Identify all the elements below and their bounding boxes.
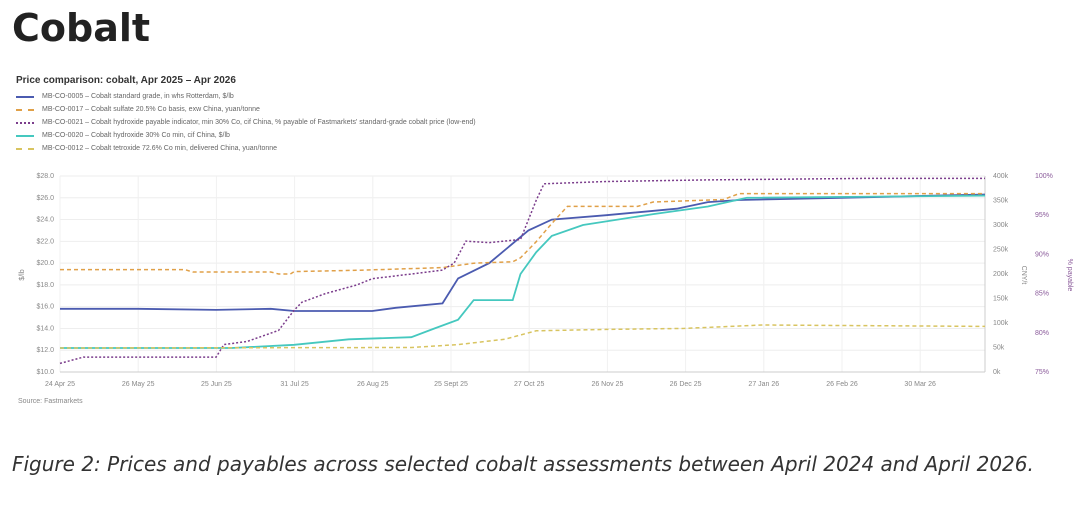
y-left-tick: $16.0 bbox=[36, 304, 54, 311]
y-left-tick: $26.0 bbox=[36, 195, 54, 202]
series-line bbox=[59, 324, 986, 349]
x-tick: 25 Sept 25 bbox=[434, 381, 468, 388]
legend-item[interactable]: MB-CO-0005 – Cobalt standard grade, in w… bbox=[16, 90, 476, 103]
y-right-tick: 50k bbox=[993, 345, 1005, 352]
y-left-label: $/lb bbox=[19, 269, 26, 280]
y-right2-label: % payable bbox=[1066, 259, 1073, 292]
x-tick: 26 Feb 26 bbox=[826, 381, 858, 388]
y-left-tick: $18.0 bbox=[36, 282, 54, 289]
x-tick: 24 Apr 25 bbox=[45, 381, 75, 388]
legend-label: MB-CO-0021 – Cobalt hydroxide payable in… bbox=[42, 119, 476, 126]
y-left-tick: $28.0 bbox=[36, 173, 54, 180]
legend-swatch bbox=[16, 95, 34, 98]
y-left-tick: $20.0 bbox=[36, 260, 54, 267]
series-line bbox=[60, 192, 985, 275]
x-tick: 26 Aug 25 bbox=[357, 381, 389, 388]
x-tick: 30 Mar 26 bbox=[904, 381, 936, 388]
series-line bbox=[60, 193, 986, 312]
legend-swatch bbox=[16, 147, 34, 150]
series-line bbox=[60, 194, 986, 349]
legend-swatch bbox=[16, 121, 34, 124]
y-left-tick: $12.0 bbox=[36, 347, 54, 354]
y-right2-tick: 90% bbox=[1035, 251, 1049, 258]
source-note: Source: Fastmarkets bbox=[18, 398, 83, 405]
chart: $10.0 $12.0 $14.0 $16.0 $18.0 $20.0 $22.0 $24.0… bbox=[18, 173, 1073, 405]
y-right-tick: 300k bbox=[993, 222, 1009, 229]
legend-label: MB-CO-0020 – Cobalt hydroxide 30% Co min… bbox=[42, 132, 230, 139]
chart-legend: MB-CO-0005 – Cobalt standard grade, in w… bbox=[16, 90, 476, 155]
y-right-tick: 250k bbox=[993, 247, 1009, 254]
page-heading: Cobalt bbox=[12, 6, 151, 50]
legend-item[interactable]: MB-CO-0020 – Cobalt hydroxide 30% Co min… bbox=[16, 129, 476, 142]
y-right2-tick: 95% bbox=[1035, 212, 1049, 219]
y-right-tick: 350k bbox=[993, 198, 1009, 205]
legend-item[interactable]: MB-CO-0021 – Cobalt hydroxide payable in… bbox=[16, 116, 476, 129]
y-left-tick: $24.0 bbox=[36, 217, 54, 224]
y-right2-tick: 80% bbox=[1035, 330, 1049, 337]
figure-caption: Figure 2: Prices and payables across sel… bbox=[12, 452, 1034, 476]
y-left-tick: $14.0 bbox=[36, 325, 54, 332]
y-right-label: CNY/t bbox=[1020, 266, 1027, 285]
legend-label: MB-CO-0005 – Cobalt standard grade, in w… bbox=[42, 93, 234, 100]
series-line bbox=[59, 177, 985, 365]
y-right-tick: 100k bbox=[993, 320, 1009, 327]
y-right2-tick: 75% bbox=[1035, 369, 1049, 376]
x-tick: 26 Nov 25 bbox=[591, 381, 623, 388]
y-left-tick: $10.0 bbox=[36, 369, 54, 376]
y-right-tick: 0k bbox=[993, 369, 1001, 376]
legend-item[interactable]: MB-CO-0012 – Cobalt tetroxide 72.6% Co m… bbox=[16, 142, 476, 155]
legend-label: MB-CO-0012 – Cobalt tetroxide 72.6% Co m… bbox=[42, 145, 278, 152]
x-tick: 31 Jul 25 bbox=[280, 381, 309, 388]
x-tick: 27 Oct 25 bbox=[514, 381, 544, 388]
y-right-tick: 200k bbox=[993, 271, 1009, 278]
legend-label: MB-CO-0017 – Cobalt sulfate 20.5% Co bas… bbox=[42, 106, 260, 113]
legend-swatch bbox=[16, 108, 34, 111]
x-tick: 26 Dec 25 bbox=[670, 381, 702, 388]
x-tick: 27 Jan 26 bbox=[748, 381, 779, 388]
y-right2-tick: 100% bbox=[1035, 173, 1053, 180]
y-left-tick: $22.0 bbox=[36, 238, 54, 245]
x-tick: 26 May 25 bbox=[122, 381, 155, 388]
y-right2-tick: 85% bbox=[1035, 291, 1049, 298]
legend-item[interactable]: MB-CO-0017 – Cobalt sulfate 20.5% Co bas… bbox=[16, 103, 476, 116]
y-right-tick: 400k bbox=[993, 173, 1009, 180]
y-right-tick: 150k bbox=[993, 296, 1009, 303]
chart-title: Price comparison: cobalt, Apr 2025 – Apr… bbox=[16, 75, 236, 86]
legend-swatch bbox=[16, 134, 34, 137]
x-tick: 25 Jun 25 bbox=[201, 381, 232, 388]
